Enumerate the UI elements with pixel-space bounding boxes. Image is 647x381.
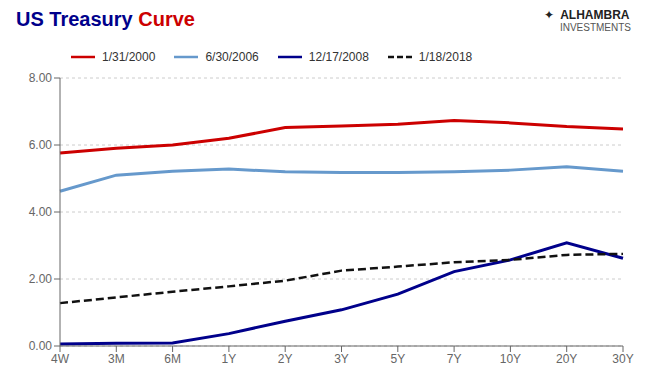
svg-text:3Y: 3Y — [334, 352, 349, 366]
svg-text:1Y: 1Y — [222, 352, 237, 366]
svg-text:4W: 4W — [51, 352, 70, 366]
html-text:1/18/2018: 1/18/2018 — [418, 50, 473, 64]
html-text:12/17/2008: 12/17/2008 — [308, 50, 369, 64]
svg-text:2.00: 2.00 — [29, 272, 53, 286]
svg-text:10Y: 10Y — [500, 352, 521, 366]
html-text:✦ ALHAMBRA: ✦ ALHAMBRA — [543, 8, 630, 22]
svg-text:4.00: 4.00 — [29, 205, 53, 219]
svg-text:2Y: 2Y — [278, 352, 293, 366]
svg-text:6.00: 6.00 — [29, 138, 53, 152]
svg-text:5Y: 5Y — [390, 352, 405, 366]
svg-text:30Y: 30Y — [612, 352, 633, 366]
svg-text:0.00: 0.00 — [29, 339, 53, 353]
svg-text:8.00: 8.00 — [29, 71, 53, 85]
html-text:6/30/2006: 6/30/2006 — [205, 50, 259, 64]
svg-text:3M: 3M — [108, 352, 125, 366]
svg-text:20Y: 20Y — [556, 352, 577, 366]
html-text:US Treasury Curve: US Treasury Curve — [16, 8, 195, 30]
html-text:1/31/2000: 1/31/2000 — [102, 50, 156, 64]
svg-text:7Y: 7Y — [447, 352, 462, 366]
svg-text:6M: 6M — [164, 352, 181, 366]
html-text:INVESTMENTS: INVESTMENTS — [559, 22, 631, 33]
